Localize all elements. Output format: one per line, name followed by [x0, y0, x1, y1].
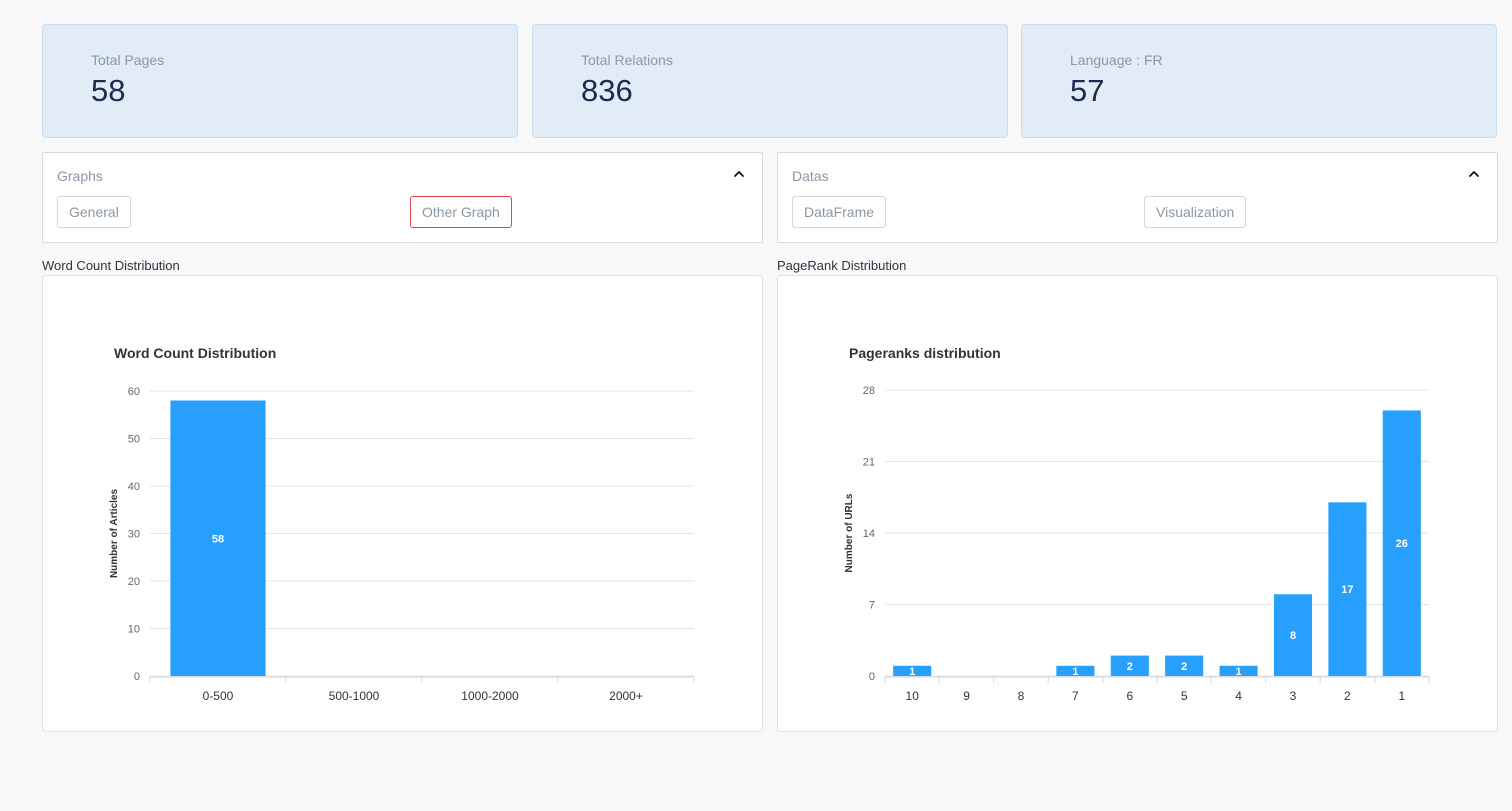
- word-count-section-label: Word Count Distribution: [42, 258, 180, 273]
- x-tick-label: 1000-2000: [461, 689, 519, 703]
- x-tick-label: 5: [1181, 689, 1188, 703]
- y-tick-label: 21: [863, 457, 875, 469]
- y-tick-label: 10: [128, 624, 140, 636]
- bar: [893, 665, 932, 676]
- metric-value: 58: [91, 73, 126, 108]
- chart-title: Pageranks distribution: [849, 345, 1001, 361]
- y-tick-label: 0: [134, 671, 140, 683]
- y-tick-label: 30: [128, 529, 140, 541]
- x-tick-label: 2: [1344, 689, 1351, 703]
- x-tick-label: 500-1000: [329, 689, 380, 703]
- bar: [1273, 594, 1313, 676]
- y-tick-label: 50: [128, 434, 140, 446]
- y-tick-label: 60: [128, 386, 140, 398]
- data-label: 2: [1181, 661, 1187, 673]
- y-tick-label: 0: [869, 671, 875, 683]
- data-label: 2: [1127, 661, 1133, 673]
- datas-expander: Datas DataFrame Visualization: [777, 152, 1498, 243]
- data-label: 8: [1290, 630, 1296, 642]
- metric-label: Total Pages: [91, 52, 165, 68]
- chart-title: Word Count Distribution: [114, 345, 276, 361]
- metric-card-total-relations: Total Relations 836: [532, 24, 1008, 138]
- y-tick-label: 14: [863, 528, 875, 540]
- bar: [1328, 502, 1367, 676]
- x-tick-label: 0-500: [203, 689, 234, 703]
- y-tick-label: 40: [128, 481, 140, 493]
- data-label: 1: [1072, 666, 1078, 678]
- x-tick-label: 8: [1018, 689, 1025, 703]
- general-button[interactable]: General: [57, 196, 131, 228]
- bar: [1110, 655, 1149, 676]
- y-axis-label: Number of Articles: [109, 489, 120, 579]
- metric-label: Total Relations: [581, 52, 673, 68]
- graphs-expander-title[interactable]: Graphs: [57, 168, 103, 184]
- x-tick-label: 6: [1126, 689, 1133, 703]
- visualization-button[interactable]: Visualization: [1144, 196, 1247, 228]
- x-tick-label: 10: [906, 689, 920, 703]
- metric-value: 57: [1070, 73, 1105, 108]
- x-tick-label: 1: [1398, 689, 1405, 703]
- graphs-expander: Graphs General Other Graph: [42, 152, 763, 243]
- y-tick-label: 20: [128, 576, 140, 588]
- data-label: 58: [212, 533, 224, 545]
- x-tick-label: 3: [1290, 689, 1297, 703]
- x-tick-label: 9: [963, 689, 970, 703]
- y-axis-label: Number of URLs: [844, 493, 855, 572]
- bar: [1165, 655, 1204, 676]
- x-tick-label: 2000+: [609, 689, 643, 703]
- metric-card-total-pages: Total Pages 58: [42, 24, 518, 138]
- chevron-up-icon[interactable]: [1467, 167, 1481, 181]
- bar: [170, 400, 266, 676]
- y-tick-label: 28: [863, 385, 875, 397]
- data-label: 17: [1341, 584, 1353, 596]
- pagerank-chart-card: Pageranks distribution 0 7 14 21 28 Number of …: [777, 275, 1498, 732]
- datas-expander-title[interactable]: Datas: [792, 168, 829, 184]
- data-label: 1: [1236, 666, 1242, 678]
- bar: [1382, 410, 1421, 676]
- metric-value: 836: [581, 73, 633, 108]
- pagerank-section-label: PageRank Distribution: [777, 258, 907, 273]
- x-tick-label: 4: [1235, 689, 1242, 703]
- word-count-chart: Word Count Distribution 0 10 20 30 40 50 60 Numb…: [109, 345, 695, 703]
- other-graph-button[interactable]: Other Graph: [410, 196, 512, 228]
- bar: [1219, 665, 1258, 676]
- y-tick-label: 7: [869, 600, 875, 612]
- x-tick-label: 7: [1072, 689, 1079, 703]
- metric-label: Language : FR: [1070, 52, 1163, 68]
- bar: [1056, 665, 1095, 676]
- word-count-chart-card: Word Count Distribution 0 10 20 30 40 50 60 Numb…: [42, 275, 763, 732]
- data-label: 1: [909, 666, 915, 678]
- data-label: 26: [1396, 538, 1408, 550]
- chevron-up-icon[interactable]: [732, 167, 746, 181]
- metric-card-language: Language : FR 57: [1021, 24, 1497, 138]
- dataframe-button[interactable]: DataFrame: [792, 196, 887, 228]
